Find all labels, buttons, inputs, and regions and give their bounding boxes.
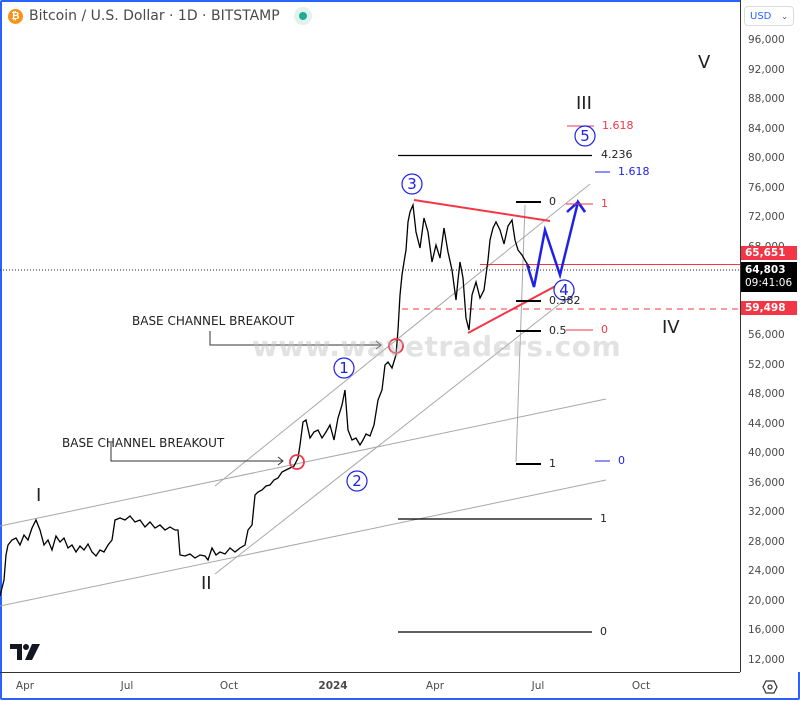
wave-1-label: 1 (339, 359, 349, 377)
price-tick: 72,000 (748, 211, 785, 223)
symbol-header[interactable]: ₿ Bitcoin / U.S. Dollar · 1D · BITSTAMP (8, 6, 312, 26)
price-tick: 48,000 (748, 388, 785, 400)
fib-4236-label: 4.236 (601, 148, 633, 161)
fib-black-0-label: 0 (600, 625, 607, 638)
wave-II-label: II (201, 573, 212, 594)
currency-value: USD (750, 10, 772, 22)
fib-red-1618-label: 1.618 (602, 119, 634, 132)
price-tick: 52,000 (748, 358, 785, 371)
wave-4-label: 4 (559, 281, 569, 299)
chevron-down-icon: ⌄ (781, 11, 788, 21)
price-tick: 44,000 (748, 417, 785, 430)
fib-ret-0382-label: 0.382 (549, 294, 581, 307)
market-open-dot-icon[interactable] (293, 7, 312, 25)
wave-5-label: 5 (580, 127, 590, 145)
level-low-tag: 59,498 (741, 301, 797, 315)
time-label: 2024 (318, 680, 348, 692)
fib-ret-0-label: 0 (549, 195, 556, 208)
bitcoin-icon: ₿ (8, 8, 23, 24)
fib-ret-1-label: 1 (549, 457, 556, 470)
projected-wave-path (525, 199, 587, 288)
price-tick: 96,000 (748, 34, 785, 46)
price-tick: 16,000 (748, 624, 785, 636)
triangle-upper-line (413, 199, 551, 222)
time-label: Oct (631, 680, 651, 692)
price-series (0, 202, 531, 597)
fib-ret-05-label: 0.5 (549, 324, 567, 337)
breakout-label-lower: BASE CHANNEL BREAKOUT (62, 436, 225, 450)
time-label: Oct (219, 680, 239, 692)
symbol-title[interactable]: Bitcoin / U.S. Dollar · 1D · BITSTAMP (29, 8, 280, 24)
price-tick: 28,000 (748, 535, 785, 548)
price-tick: 12,000 (748, 653, 785, 666)
wave-I-label: I (36, 485, 42, 506)
breakout-circle-lower (289, 454, 305, 470)
fib-blue-0-label: 0 (618, 454, 625, 467)
last-price-value: 64,803 (745, 264, 786, 276)
breakout-label-upper: BASE CHANNEL BREAKOUT (132, 314, 295, 328)
price-tick: 32,000 (748, 506, 785, 518)
fib-blue-1618-label: 1.618 (618, 165, 650, 178)
price-tick: 92,000 (748, 63, 785, 76)
wave-IV-label: IV (662, 317, 680, 338)
time-label: Jul (120, 680, 134, 692)
price-chart[interactable] (0, 0, 740, 672)
price-tick: 80,000 (748, 152, 785, 164)
price-tick: 76,000 (748, 181, 785, 194)
price-tick: 20,000 (748, 594, 785, 607)
price-tick: 88,000 (748, 93, 785, 105)
projection-arrowhead-icon (566, 200, 587, 213)
watermark: www.wavetraders.com (252, 330, 622, 363)
time-label: Jul (531, 680, 545, 692)
fib-black-1-label: 1 (600, 512, 607, 525)
price-tick: 84,000 (748, 122, 785, 135)
fib-red-ticks (566, 125, 594, 331)
time-label: Apr (15, 680, 35, 692)
bar-countdown: 09:41:06 (745, 277, 793, 289)
settings-gear-icon[interactable] (762, 679, 778, 695)
price-tick: 24,000 (748, 565, 785, 577)
breakout-circle-upper (388, 338, 404, 354)
wave-V-label: V (698, 52, 711, 73)
price-tick: 40,000 (748, 447, 785, 459)
level-high-tag: 65,651 (741, 246, 797, 260)
time-axis[interactable] (0, 672, 740, 701)
wave-2-label: 2 (352, 472, 362, 490)
breakout-arrows (110, 331, 382, 466)
time-label: Apr (425, 680, 445, 692)
price-tick: 36,000 (748, 476, 785, 489)
currency-select[interactable]: USD ⌄ (744, 6, 794, 26)
fib-extension-black (398, 154, 592, 633)
price-tick: 56,000 (748, 329, 785, 341)
fib-blue-ticks (595, 171, 610, 462)
fib-retracement-black (516, 201, 541, 465)
triangle-lower-line (467, 280, 566, 334)
last-price-tag: 64,803 09:41:06 (741, 262, 797, 292)
tradingview-logo-icon[interactable] (10, 644, 42, 660)
fib-red-0-label: 0 (601, 323, 608, 336)
wave-III-label: III (576, 93, 592, 114)
fib-red-1-label: 1 (601, 197, 608, 210)
channel-lines (0, 183, 607, 607)
price-axis[interactable] (740, 0, 800, 672)
wave-3-label: 3 (407, 175, 417, 193)
minor-wave-circles (333, 125, 596, 492)
